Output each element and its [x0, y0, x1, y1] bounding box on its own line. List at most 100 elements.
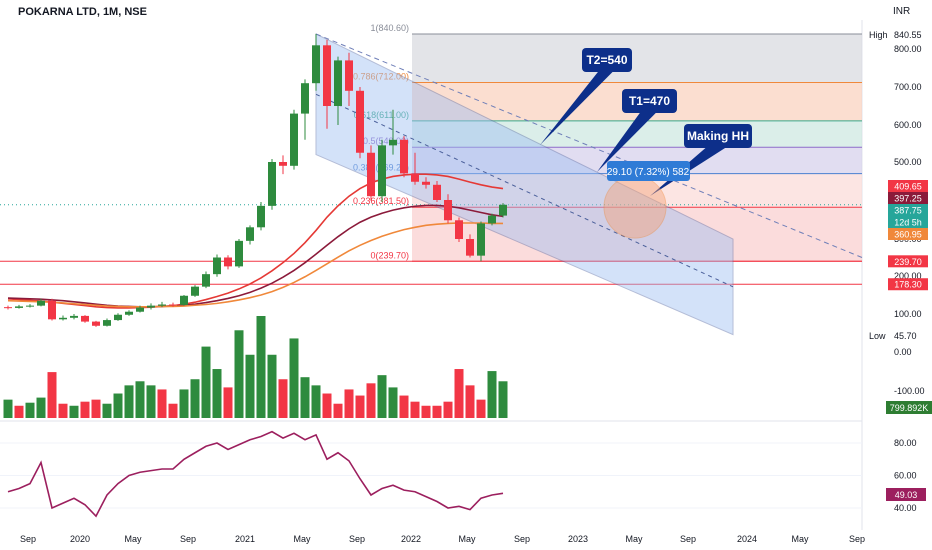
low-value: 45.70 [894, 331, 917, 341]
volume-bar [289, 338, 299, 418]
price-tick-label: 800.00 [894, 44, 922, 54]
high-label: High [869, 30, 888, 40]
channel-fill [315, 33, 734, 336]
volume-bar [410, 401, 420, 418]
price-tag-text: 178.30 [894, 280, 922, 290]
fib-level-label: 0.618(611.00) [354, 110, 409, 120]
rsi-tag-box [886, 488, 926, 501]
volume-tag-text: 799.892K [890, 403, 929, 413]
price-tick-label: 600.00 [894, 120, 922, 130]
candle-body [81, 315, 89, 322]
volume-bar [179, 389, 189, 418]
candle-body [15, 306, 23, 308]
x-tick-label: 2021 [235, 534, 255, 544]
axes: 800.00700.00600.00500.00400.00300.00200.… [20, 30, 932, 544]
volume-bar [69, 405, 79, 418]
low-label: Low [869, 331, 886, 341]
volume-bar [454, 369, 464, 418]
rsi-line [7, 430, 504, 518]
measure-label-text: 29.10 (7.32%) 582 [607, 167, 690, 178]
x-tick-label: Sep [180, 534, 196, 544]
price-tag-box [888, 278, 928, 291]
candle-body [356, 90, 364, 153]
candle-body [411, 173, 419, 182]
regression-channel[interactable] [315, 33, 863, 336]
volume-bar [201, 346, 211, 418]
price-tag-box [888, 228, 928, 240]
volume-bar [377, 375, 387, 418]
price-tag-box [888, 216, 928, 228]
price-tag-text: 12d 5h [894, 218, 922, 228]
candle-body [202, 274, 210, 287]
volume-bar [344, 389, 354, 418]
x-tick-label: Sep [349, 534, 365, 544]
volume-bar [355, 395, 365, 418]
volume-bar [212, 369, 222, 418]
fib-level-label: 0(239.70) [370, 250, 409, 260]
candle-body [48, 300, 56, 320]
high-value: 840.55 [894, 30, 922, 40]
annotations[interactable]: T2=540 T1=470 Making HH 29.10 (7.32%) 582 [540, 48, 752, 239]
volume-bar [498, 381, 508, 418]
moving-average-line [7, 222, 503, 308]
candle-body [367, 152, 375, 197]
x-tick-label: 2022 [401, 534, 421, 544]
volume-bar [91, 399, 101, 418]
candle-body [488, 215, 496, 224]
callout-text: T1=470 [629, 94, 670, 108]
volume-bar [113, 393, 123, 418]
moving-average-line [7, 204, 504, 308]
price-tag-text: 397.25 [894, 194, 922, 204]
symbol-title: POKARNA LTD, 1M, NSE [18, 6, 147, 18]
price-tag-text: 239.70 [894, 257, 922, 267]
x-tick-label: Sep [849, 534, 865, 544]
volume-bar [135, 381, 145, 418]
x-tick-label: May [625, 534, 643, 544]
candle-body [455, 220, 463, 239]
price-tag-text: 360.95 [894, 230, 922, 240]
rsi-tick-label: 80.00 [894, 438, 917, 448]
x-tick-label: May [791, 534, 809, 544]
fibonacci-retracement[interactable]: 1(840.60) 0.786(712.00) 0.618(611.00) 0.5(5… [0, 23, 862, 285]
candle-body [246, 227, 254, 241]
volume-bar [36, 397, 46, 418]
price-tag-box [888, 192, 928, 204]
volume-bar [256, 316, 266, 418]
price-tag-box [888, 180, 928, 192]
fib-zone [412, 34, 862, 83]
candle-body [499, 204, 507, 216]
rsi-tick-label: 40.00 [894, 503, 917, 513]
moving-averages [7, 173, 504, 309]
price-tick-label: 500.00 [894, 157, 922, 167]
candle-body [378, 145, 386, 197]
volume-bar [300, 377, 310, 418]
candle-body [26, 305, 34, 307]
x-tick-label: Sep [680, 534, 696, 544]
candle-body [444, 200, 452, 221]
candle-body [279, 162, 287, 166]
currency-label: INR [893, 6, 910, 17]
candle-body [466, 239, 474, 256]
candle-body [422, 181, 430, 185]
fib-level-label: 0.786(712.00) [353, 71, 409, 81]
candle-body [433, 184, 441, 200]
volume-bar [58, 403, 68, 418]
candle-body [389, 139, 397, 146]
candle-body [290, 113, 298, 166]
volume-bar [14, 405, 24, 418]
candle-body [4, 307, 12, 309]
volume-bar [157, 389, 167, 418]
rsi-tick-label: 60.00 [894, 471, 917, 481]
candle-body [323, 45, 331, 106]
volume-bar [168, 403, 178, 418]
volume-bar [146, 385, 156, 418]
measure-circle [603, 175, 667, 239]
volume-bar [80, 401, 90, 418]
candle-body [257, 205, 265, 228]
candle-body [224, 257, 232, 267]
callout-box [622, 89, 677, 113]
candle-body [70, 315, 78, 318]
volume-bar [465, 385, 475, 418]
candle-body [158, 304, 166, 306]
